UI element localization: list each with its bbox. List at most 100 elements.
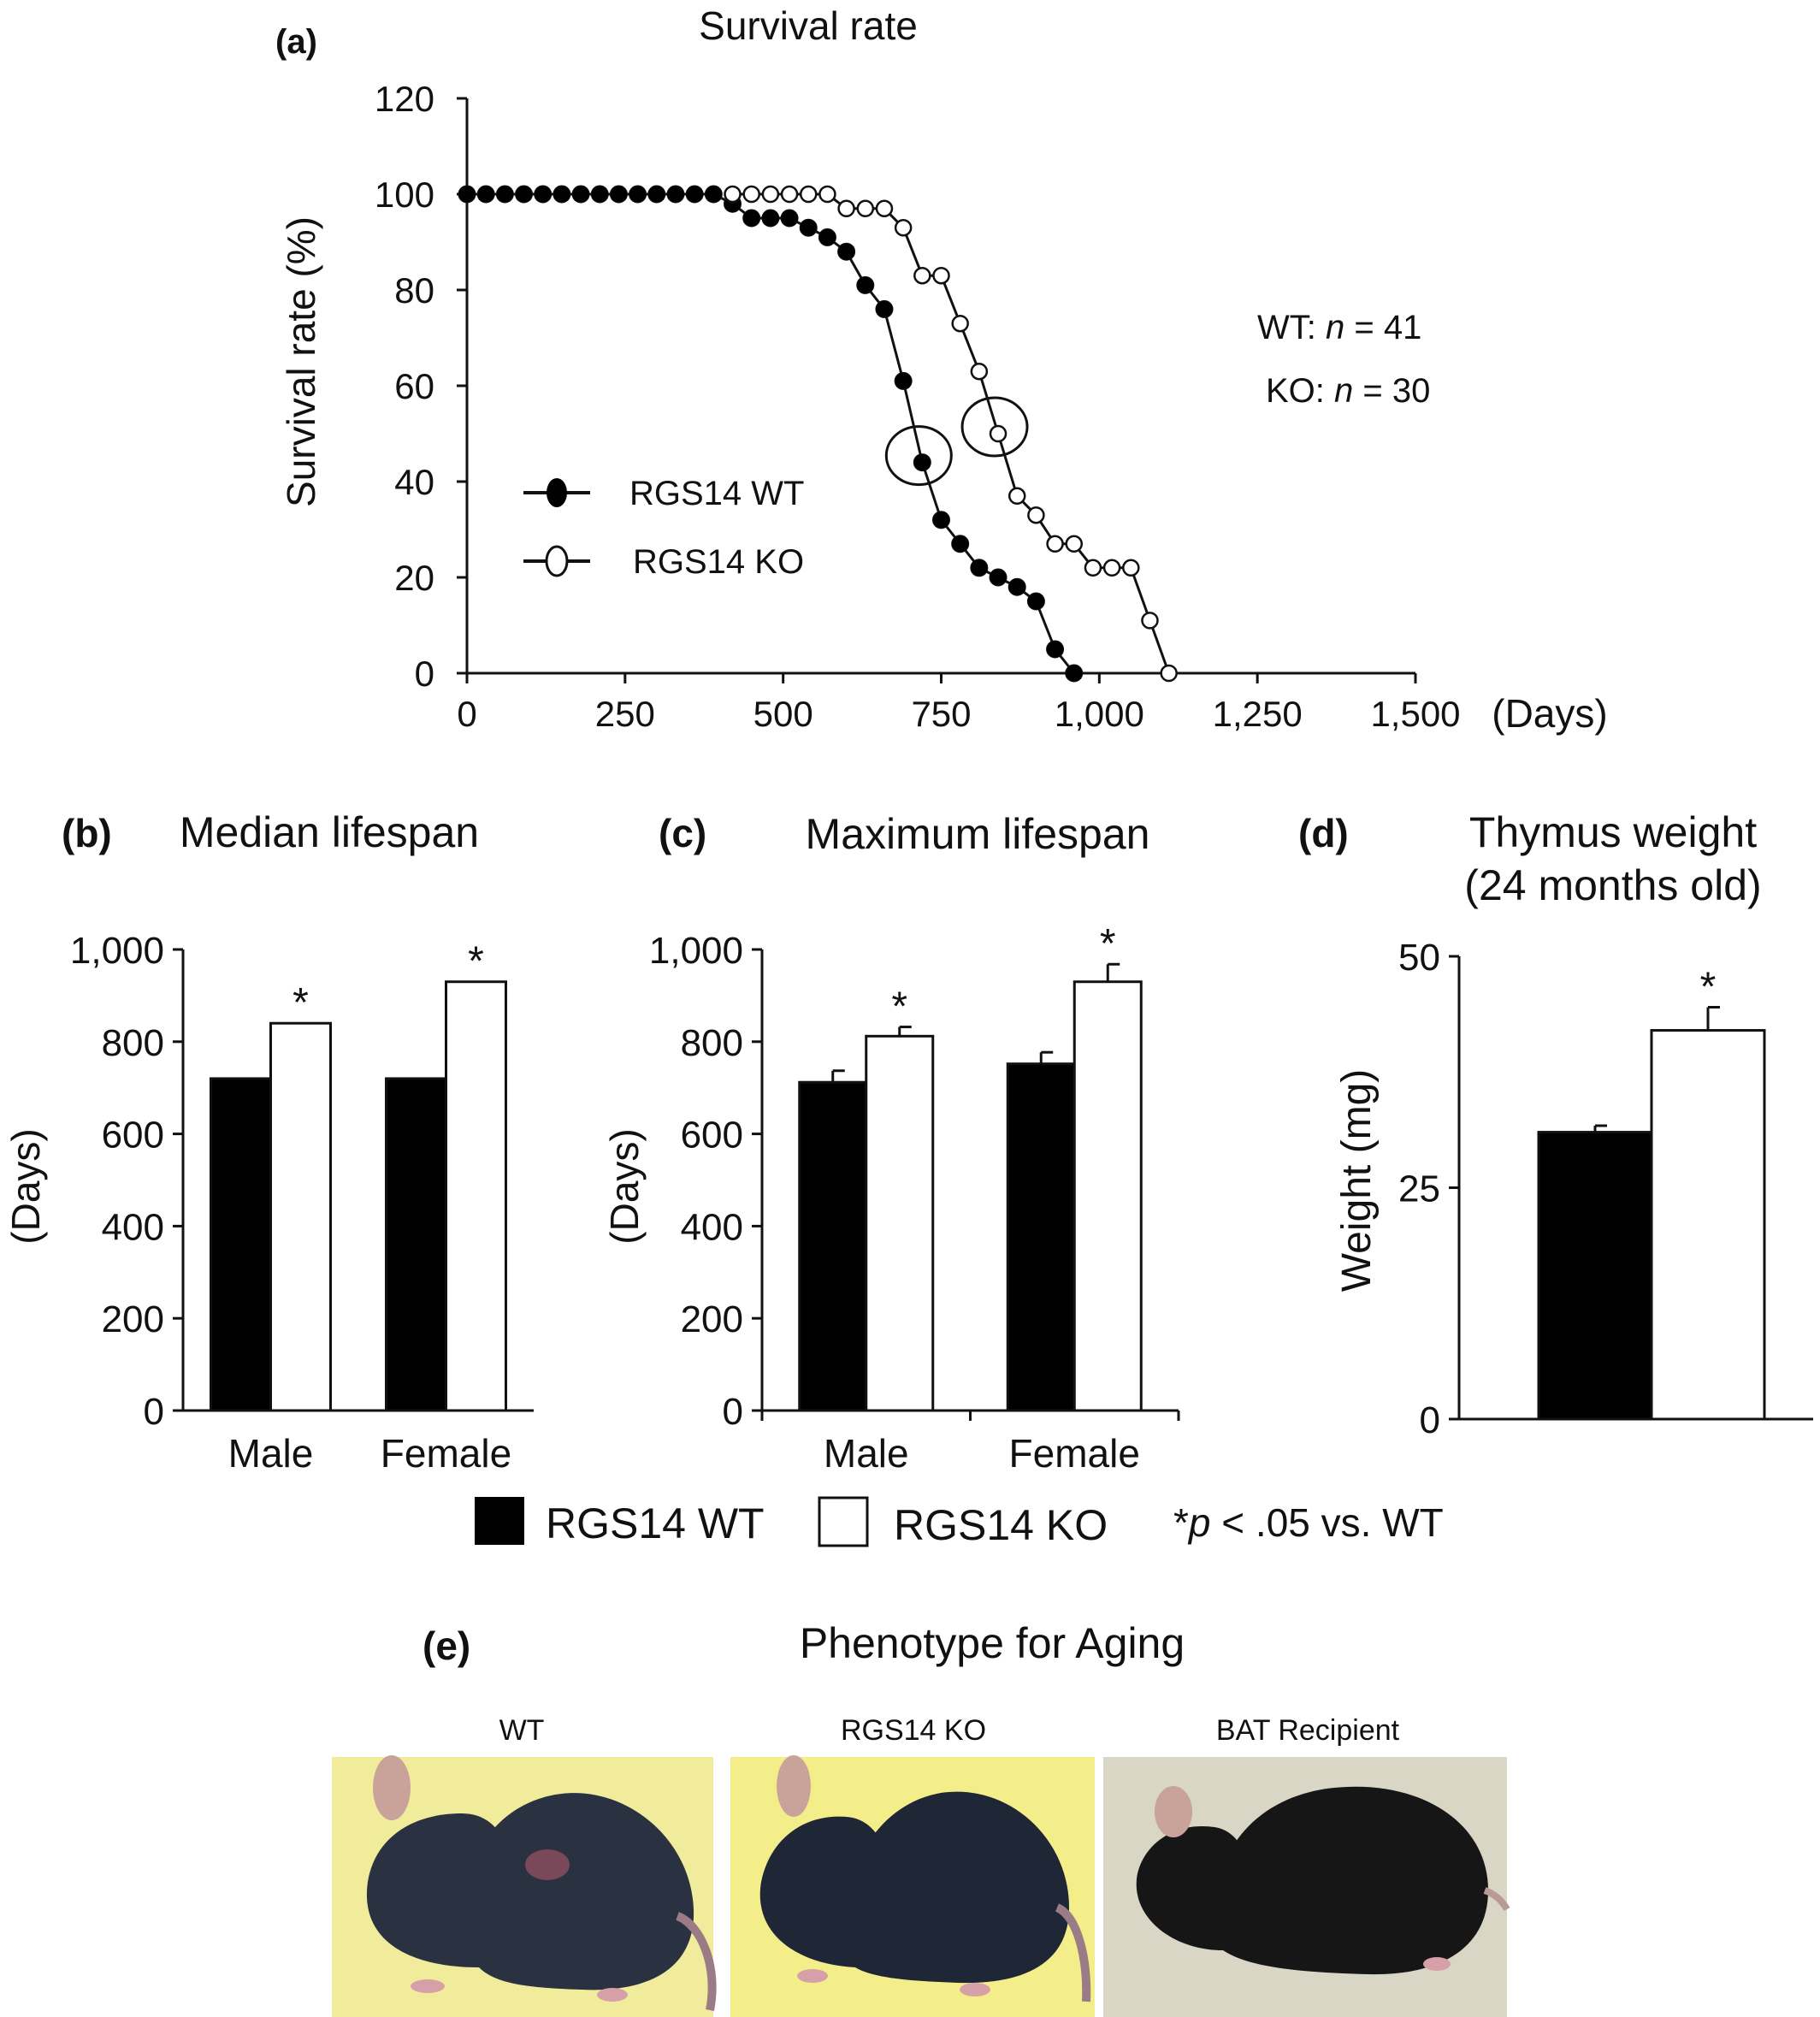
wt-data-point: [571, 185, 590, 204]
panel-a-y-axis-label: Survival rate (%): [279, 216, 323, 507]
wt-data-point: [590, 185, 609, 204]
b-chart-category-label: Male: [228, 1431, 314, 1476]
b-chart-y-tick-label: 800: [102, 1022, 164, 1064]
wt-bar: [1537, 1131, 1653, 1421]
ko-sample-size-annotation: KO: n = 30: [1266, 372, 1430, 410]
ko-data-point: [856, 199, 875, 218]
panel-a-x-tick-label: 1,500: [1370, 694, 1460, 734]
wt-data-point: [704, 185, 723, 204]
wt-data-point: [913, 453, 931, 472]
b-chart-y-tick-label: 200: [102, 1298, 164, 1340]
wt-data-point: [989, 568, 1008, 587]
ko-data-point: [989, 424, 1008, 443]
ko-data-point: [894, 218, 913, 237]
ko-data-point: [1046, 535, 1064, 553]
wt-data-point: [552, 185, 571, 204]
legend-wt-swatch: [475, 1497, 524, 1545]
ko-data-point: [742, 185, 760, 204]
ko-data-point: [818, 185, 836, 204]
c-chart-y-tick-label: 200: [681, 1298, 743, 1340]
wt-data-point: [1046, 640, 1065, 659]
wt-data-point: [609, 185, 628, 204]
median-highlight-wt: [884, 425, 953, 487]
wt-data-point: [476, 185, 495, 204]
wt-data-point: [1026, 592, 1045, 611]
photo-caption-wt: WT: [499, 1714, 545, 1747]
c-chart-y-tick-label: 0: [723, 1391, 743, 1433]
panel-a-x-unit-label: (Days): [1492, 691, 1607, 736]
panel-a-axes: 0 20 40 60 80 100 120 0 250 500 750 1,000 1,250 1,500: [375, 79, 1461, 734]
panel-d-thymus-weight: (d) Thymus weight (24 months old) Weight…: [1298, 808, 1813, 1441]
photo-caption-rgs14-ko: RGS14 KO: [841, 1714, 986, 1747]
panel-b-y-axis-label: (Days): [3, 1128, 48, 1244]
ko-data-point: [1008, 487, 1026, 506]
panel-c-bars: 0 200 400 600 800 1,000 * Male * Female: [649, 921, 1180, 1476]
panel-a-legend: RGS14 WT RGS14 KO: [523, 475, 804, 581]
panel-a-label: (a): [275, 23, 317, 61]
c-chart-y-tick-label: 800: [681, 1022, 743, 1064]
photo-bat-recipient-mouse: [1103, 1757, 1510, 2017]
legend-ko-label: RGS14 KO: [633, 543, 804, 581]
panel-b-title: Median lifespan: [180, 808, 479, 856]
ko-bar: [445, 980, 507, 1412]
median-highlight-ko: [960, 396, 1029, 458]
panel-c-title: Maximum lifespan: [806, 810, 1150, 858]
b-chart-y-tick-label: 600: [102, 1115, 164, 1156]
wt-data-point: [780, 209, 799, 228]
ko-data-point: [875, 199, 894, 218]
wt-bar: [798, 1080, 868, 1412]
ko-data-point: [1065, 535, 1084, 553]
legend-ko-swatch: [818, 1496, 869, 1547]
wt-data-point: [837, 242, 856, 261]
panel-a-x-tick-label: 1,250: [1213, 694, 1303, 734]
wt-data-point: [1008, 577, 1026, 596]
wt-data-point: [1065, 664, 1084, 683]
wt-data-point: [647, 185, 666, 204]
c-chart-category-label: Male: [824, 1431, 909, 1476]
panel-c-maximum-lifespan: (c) Maximum lifespan (Days) 0 200 400 600 80…: [602, 810, 1180, 1476]
legend-wt-marker: [547, 478, 567, 507]
ko-data-point: [1122, 559, 1140, 577]
panel-d-bars: 0 25 50 *: [1398, 937, 1813, 1441]
wt-data-point: [685, 185, 704, 204]
panel-a-y-tick-label: 80: [394, 270, 434, 311]
panel-a-y-tick-label: 0: [415, 654, 434, 694]
panel-d-label: (d): [1298, 811, 1349, 855]
c-chart-y-tick-label: 600: [681, 1115, 743, 1156]
panel-a-y-tick-label: 100: [375, 174, 434, 215]
panel-e-phenotype: (e) Phenotype for Aging WT RGS14 KO BAT …: [332, 1619, 1510, 2017]
ko-data-point: [724, 185, 742, 204]
panel-c-label: (c): [659, 811, 706, 855]
significance-asterisk: *: [468, 939, 484, 985]
b-chart-y-tick-label: 1,000: [70, 930, 164, 972]
wt-data-point: [534, 185, 552, 204]
wt-data-point: [856, 275, 875, 294]
wt-data-point: [742, 209, 761, 228]
b-chart-y-tick-label: 400: [102, 1206, 164, 1248]
ko-bar: [1650, 1029, 1766, 1421]
wt-data-point: [951, 535, 970, 553]
b-chart-y-tick-label: 0: [144, 1391, 164, 1433]
wt-data-point: [932, 511, 950, 529]
ko-data-point: [970, 362, 989, 381]
significance-asterisk: *: [1100, 921, 1116, 967]
ko-data-point: [913, 266, 931, 285]
wt-data-point: [799, 218, 818, 237]
panel-a-y-tick-label: 60: [394, 366, 434, 406]
series-line-ko: [732, 192, 1171, 674]
wt-data-point: [666, 185, 685, 204]
b-chart-category-label: Female: [381, 1431, 511, 1476]
ko-data-point: [799, 185, 818, 204]
significance-asterisk: *: [1700, 965, 1717, 1010]
d-chart-y-tick-label: 0: [1420, 1399, 1440, 1441]
wt-data-point: [458, 185, 476, 204]
panel-d-y-axis-label: Weight (mg): [1334, 1069, 1380, 1292]
significance-asterisk: *: [292, 980, 309, 1026]
significance-note: *p < .05 vs. WT: [1173, 1500, 1444, 1545]
bar-legend: RGS14 WT RGS14 KO *p < .05 vs. WT: [475, 1496, 1444, 1549]
panel-a-x-tick-label: 1,000: [1055, 694, 1144, 734]
wt-sample-size-annotation: WT: n = 41: [1257, 309, 1421, 346]
legend-wt-text: RGS14 WT: [546, 1499, 765, 1547]
ko-data-point: [837, 199, 855, 218]
